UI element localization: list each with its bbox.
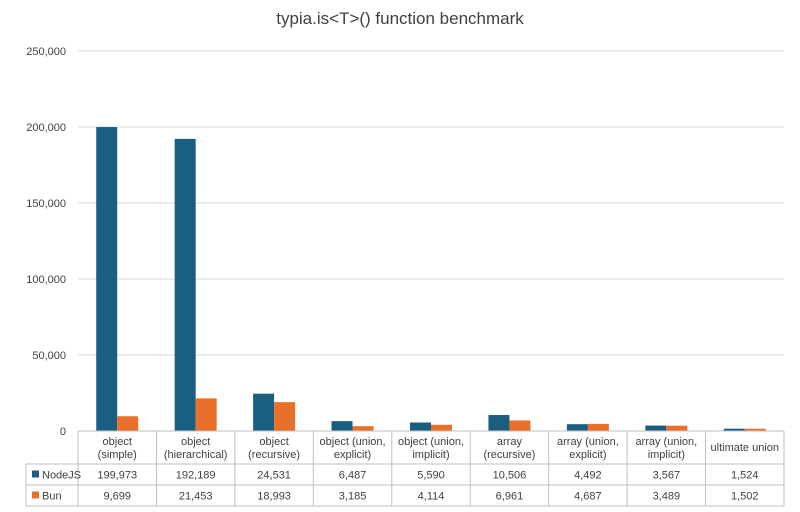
data-label-bun: 3,185 [339, 491, 367, 503]
bar-nodejs-5 [488, 415, 510, 431]
bar-bun-5 [509, 420, 531, 431]
legend-label: NodeJS [42, 470, 81, 482]
y-tick-label: 50,000 [32, 350, 66, 362]
category-label: array (union, explicit) [557, 436, 619, 461]
chart-title: typia.is<T>() function benchmark [276, 9, 524, 28]
bar-bun-2 [274, 402, 296, 431]
bar-bun-8 [744, 428, 766, 431]
data-label-nodejs: 199,973 [97, 470, 137, 482]
bar-bun-0 [117, 416, 139, 431]
bar-nodejs-0 [96, 127, 118, 431]
y-tick-label: 0 [60, 426, 66, 438]
bar-nodejs-4 [410, 422, 431, 431]
data-table: object (simple) object (hierarchical) object… [25, 430, 785, 507]
data-label-nodejs: 24,531 [257, 470, 291, 482]
data-label-nodejs: 192,189 [176, 470, 216, 482]
y-tick-label: 150,000 [26, 198, 66, 210]
bar-nodejs-3 [331, 421, 353, 431]
data-label-bun: 1,502 [731, 491, 759, 503]
data-label-nodejs: 10,506 [493, 470, 527, 482]
bar-nodejs-7 [645, 425, 667, 431]
bar-bun-1 [195, 398, 217, 431]
category-label: object (union, explicit) [320, 436, 386, 461]
bar-nodejs-6 [566, 424, 588, 431]
data-label-nodejs: 1,524 [731, 470, 759, 482]
bars [96, 127, 766, 431]
legend-key-bun [32, 491, 39, 499]
data-label-bun: 3,489 [653, 491, 681, 503]
data-label-nodejs: 4,492 [574, 470, 602, 482]
y-axis-ticks: 0 50,000 100,000 150,000 200,000 250,000 [26, 46, 66, 438]
data-label-nodejs: 6,487 [339, 470, 367, 482]
bar-nodejs-8 [723, 428, 745, 431]
legend-key-nodejs [32, 470, 39, 478]
bar-bun-4 [431, 424, 452, 431]
category-label: array (union, implicit) [635, 436, 697, 461]
data-label-bun: 18,993 [257, 491, 291, 503]
data-label-bun: 4,687 [574, 491, 602, 503]
data-label-nodejs: 5,590 [417, 470, 445, 482]
bar-bun-6 [587, 423, 609, 431]
bar-bun-3 [352, 426, 374, 431]
bar-bun-7 [666, 425, 688, 431]
data-label-nodejs: 3,567 [653, 470, 681, 482]
category-label: object (hierarchical) [164, 436, 228, 461]
bar-nodejs-2 [253, 393, 275, 431]
y-tick-label: 200,000 [26, 122, 66, 134]
category-label: array (recursive) [483, 436, 535, 461]
category-label: object (simple) [98, 436, 137, 461]
data-label-bun: 21,453 [179, 491, 213, 503]
data-label-bun: 9,699 [103, 491, 131, 503]
data-label-bun: 6,961 [496, 491, 524, 503]
data-label-bun: 4,114 [418, 491, 445, 503]
category-label: ultimate union [711, 442, 780, 454]
y-tick-label: 100,000 [26, 274, 66, 286]
category-label: object (union, implicit) [398, 436, 464, 461]
bar-nodejs-1 [174, 138, 196, 431]
y-tick-label: 250,000 [26, 46, 66, 58]
category-label: object (recursive) [248, 436, 300, 461]
legend-label: Bun [42, 491, 62, 503]
